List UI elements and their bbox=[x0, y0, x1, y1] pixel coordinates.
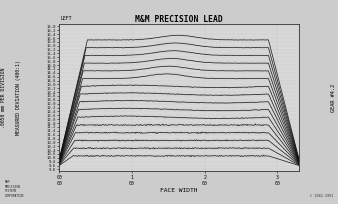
Text: .0050 mm PER DIVISION: .0050 mm PER DIVISION bbox=[1, 68, 6, 128]
Text: GEAR #4.2: GEAR #4.2 bbox=[331, 84, 336, 112]
X-axis label: FACE WIDTH: FACE WIDTH bbox=[161, 188, 198, 193]
Text: © 1982-1991: © 1982-1991 bbox=[310, 194, 333, 198]
Text: M&M
PRECISION
SYSTEMS
CORPORATION: M&M PRECISION SYSTEMS CORPORATION bbox=[5, 180, 24, 198]
Text: MEASURED DEVIATION (400:1): MEASURED DEVIATION (400:1) bbox=[16, 61, 21, 135]
Text: LEFT: LEFT bbox=[60, 16, 72, 21]
Title: M&M PRECISION LEAD: M&M PRECISION LEAD bbox=[135, 15, 223, 24]
